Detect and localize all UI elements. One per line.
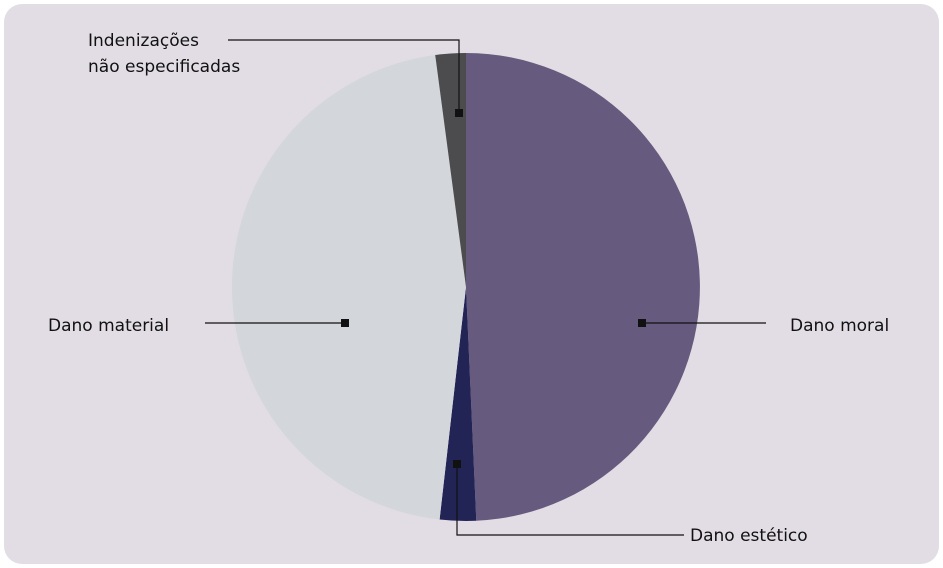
pie-slices [231,53,700,521]
leader-lines [205,39,766,536]
leader-markers [341,109,646,468]
leader-line-dano-estetico [456,464,684,536]
label-indenizacoes-line2: não especificadas [88,57,240,77]
label-dano-material: Dano material [48,316,169,336]
marker-indenizacoes [455,109,463,117]
pie-slice-dano-moral [466,53,700,521]
label-indenizacoes-line1: Indenizações [88,31,199,51]
marker-dano-moral [638,319,646,327]
marker-dano-material [341,319,349,327]
pie-slice-dano-estetico [439,287,477,521]
pie-slice-dano-material [231,55,466,520]
leader-line-indenizacoes [228,39,460,113]
label-dano-estetico: Dano estético [690,526,808,546]
label-dano-moral: Dano moral [790,316,889,336]
marker-dano-estetico [453,460,461,468]
